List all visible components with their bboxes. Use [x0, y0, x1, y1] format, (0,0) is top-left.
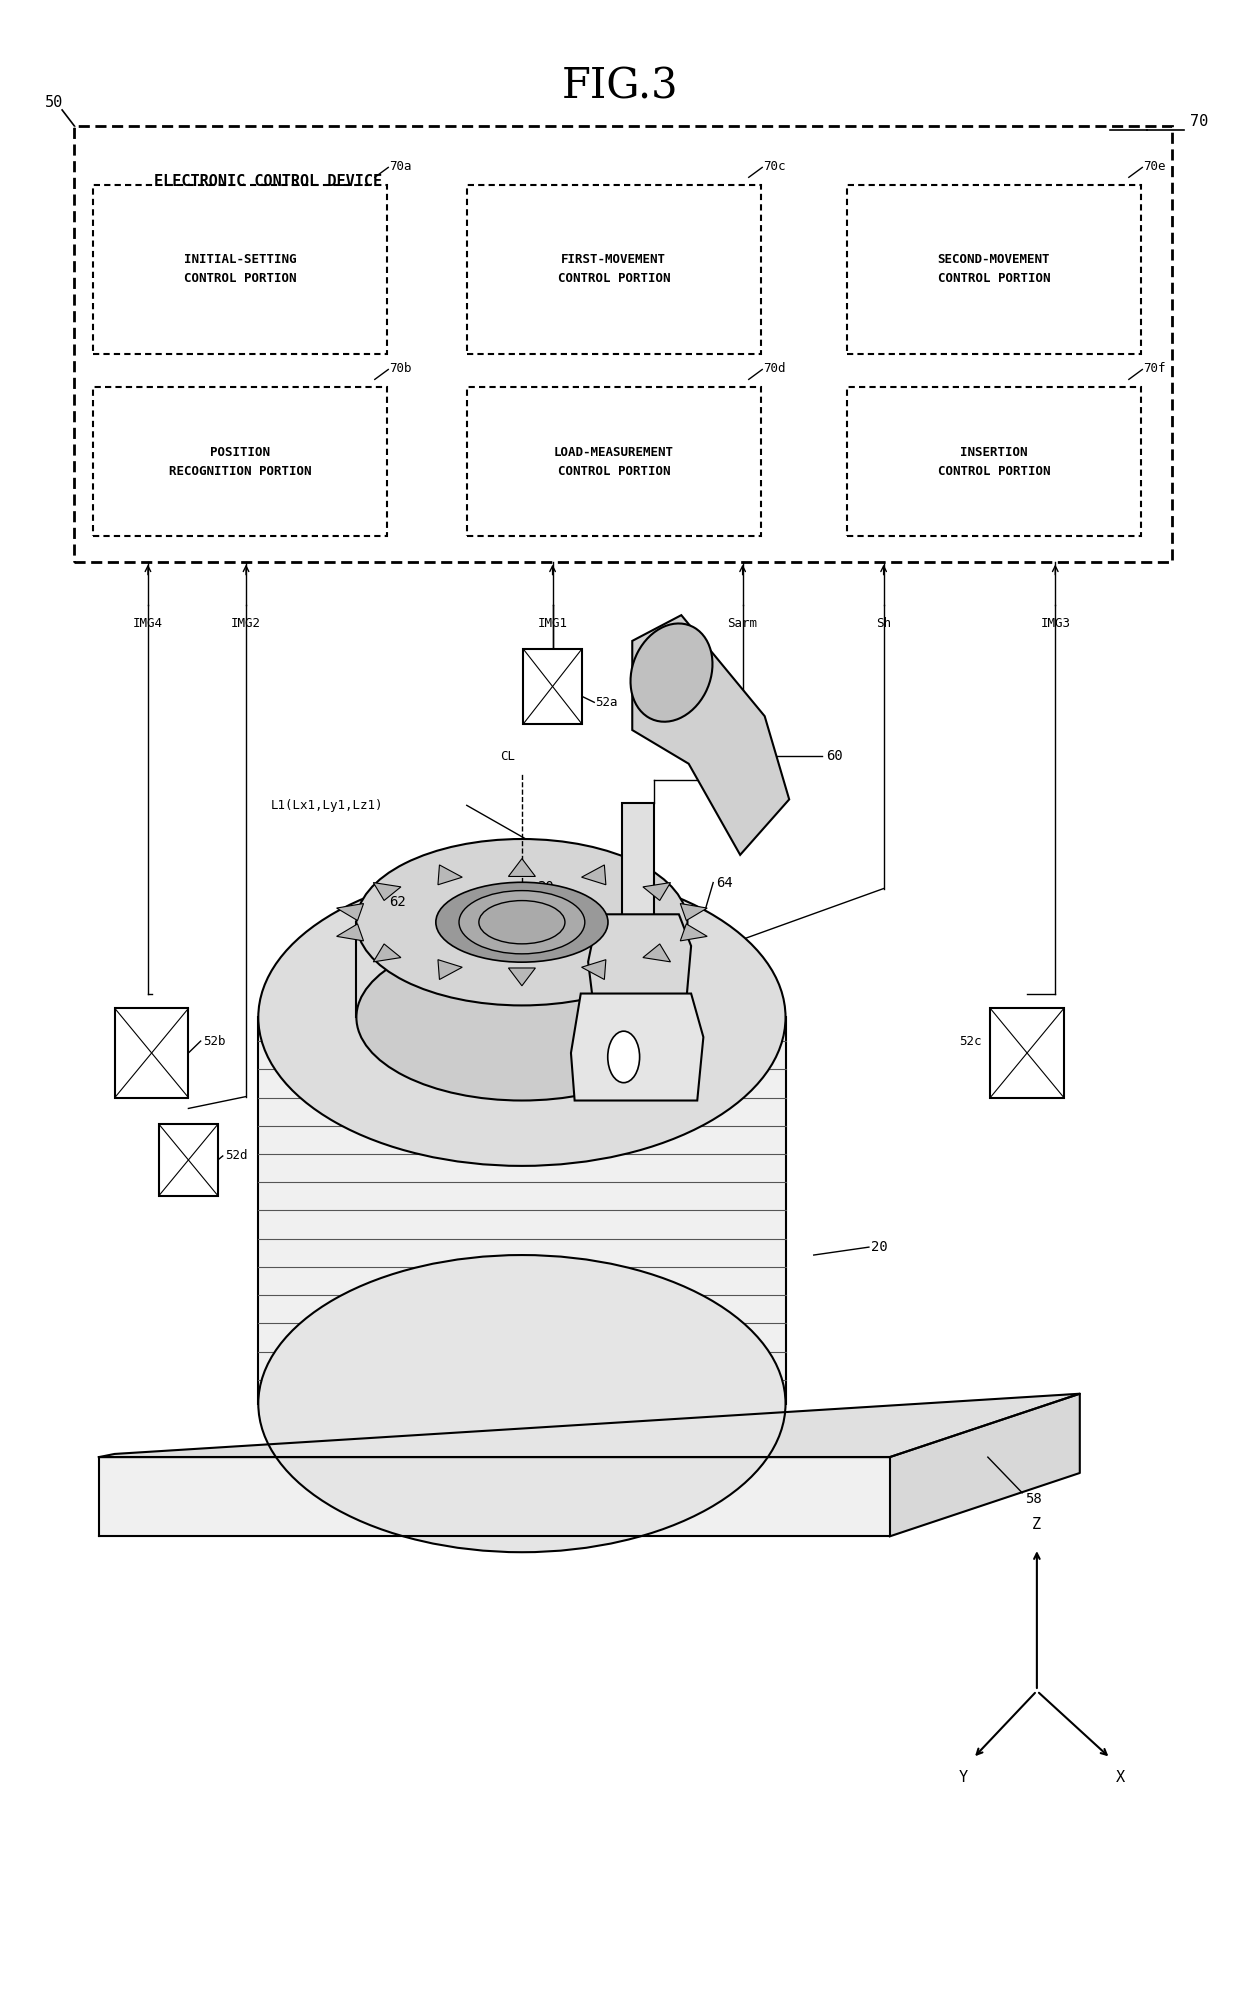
Text: 70b: 70b	[389, 363, 412, 375]
FancyBboxPatch shape	[847, 186, 1141, 353]
Ellipse shape	[479, 900, 565, 944]
Text: 20: 20	[872, 1241, 888, 1255]
Ellipse shape	[356, 934, 687, 1101]
Ellipse shape	[258, 868, 785, 1165]
FancyBboxPatch shape	[466, 186, 761, 353]
Polygon shape	[622, 804, 655, 922]
Ellipse shape	[630, 624, 713, 722]
Polygon shape	[336, 924, 363, 942]
Text: Y: Y	[959, 1770, 968, 1786]
Text: 70: 70	[1189, 114, 1208, 130]
Polygon shape	[890, 1395, 1080, 1536]
Polygon shape	[681, 924, 707, 942]
FancyBboxPatch shape	[466, 387, 761, 537]
Text: 62: 62	[388, 896, 405, 910]
Polygon shape	[570, 994, 703, 1101]
Text: Z: Z	[1033, 1518, 1042, 1532]
Ellipse shape	[258, 1255, 785, 1552]
Text: LOAD-MEASUREMENT
CONTROL PORTION: LOAD-MEASUREMENT CONTROL PORTION	[554, 445, 673, 477]
Text: 70c: 70c	[764, 160, 786, 174]
Bar	[159, 1125, 218, 1195]
Polygon shape	[438, 866, 463, 884]
Text: 70a: 70a	[389, 160, 412, 174]
Text: IMG2: IMG2	[231, 616, 262, 630]
FancyBboxPatch shape	[93, 186, 387, 353]
Text: 64: 64	[715, 876, 733, 890]
Text: L1(Lx1,Ly1,Lz1): L1(Lx1,Ly1,Lz1)	[270, 798, 383, 812]
Text: 52a: 52a	[595, 696, 618, 708]
Polygon shape	[588, 914, 691, 1001]
Polygon shape	[642, 944, 671, 962]
Text: X: X	[1116, 1770, 1125, 1786]
Text: IMG1: IMG1	[538, 616, 568, 630]
Text: CL: CL	[500, 750, 515, 762]
Text: SECOND-MOVEMENT
CONTROL PORTION: SECOND-MOVEMENT CONTROL PORTION	[937, 253, 1050, 285]
Text: ELECTRONIC CONTROL DEVICE: ELECTRONIC CONTROL DEVICE	[154, 174, 382, 190]
Text: FIRST-MOVEMENT
CONTROL PORTION: FIRST-MOVEMENT CONTROL PORTION	[558, 253, 670, 285]
Text: IMG3: IMG3	[1040, 616, 1070, 630]
Ellipse shape	[435, 882, 608, 962]
Polygon shape	[582, 866, 606, 884]
Ellipse shape	[356, 840, 687, 1005]
Text: 50: 50	[45, 94, 63, 110]
Text: INITIAL-SETTING
CONTROL PORTION: INITIAL-SETTING CONTROL PORTION	[184, 253, 296, 285]
Bar	[115, 1007, 188, 1097]
Text: Sarm: Sarm	[728, 616, 758, 630]
Bar	[523, 648, 582, 724]
Text: 70f: 70f	[1143, 363, 1166, 375]
Text: 52d: 52d	[226, 1149, 248, 1163]
FancyBboxPatch shape	[74, 126, 1172, 563]
Text: 70d: 70d	[764, 363, 786, 375]
Text: FIG.3: FIG.3	[562, 66, 678, 108]
Text: Sh: Sh	[877, 616, 892, 630]
Text: 58: 58	[1024, 1492, 1042, 1506]
Text: 70e: 70e	[1143, 160, 1166, 174]
Text: INSERTION
CONTROL PORTION: INSERTION CONTROL PORTION	[937, 445, 1050, 477]
Text: IMG4: IMG4	[133, 616, 162, 630]
Text: POSITION
RECOGNITION PORTION: POSITION RECOGNITION PORTION	[169, 445, 311, 477]
Circle shape	[608, 1031, 640, 1083]
Polygon shape	[336, 904, 363, 920]
FancyBboxPatch shape	[847, 387, 1141, 537]
Text: 60: 60	[826, 748, 843, 762]
Text: 30: 30	[537, 880, 553, 894]
Polygon shape	[508, 858, 536, 876]
FancyBboxPatch shape	[93, 387, 387, 537]
Polygon shape	[373, 882, 401, 900]
Polygon shape	[642, 882, 671, 900]
Ellipse shape	[459, 890, 585, 954]
Polygon shape	[373, 944, 401, 962]
Polygon shape	[99, 1395, 1080, 1456]
Polygon shape	[632, 614, 789, 856]
Polygon shape	[582, 960, 606, 980]
Polygon shape	[99, 1456, 890, 1536]
Polygon shape	[508, 968, 536, 986]
Polygon shape	[438, 960, 463, 980]
Polygon shape	[258, 1017, 785, 1404]
Bar	[991, 1007, 1064, 1097]
Text: 52c: 52c	[960, 1035, 982, 1047]
Polygon shape	[681, 904, 707, 920]
Text: 52b: 52b	[203, 1035, 226, 1047]
